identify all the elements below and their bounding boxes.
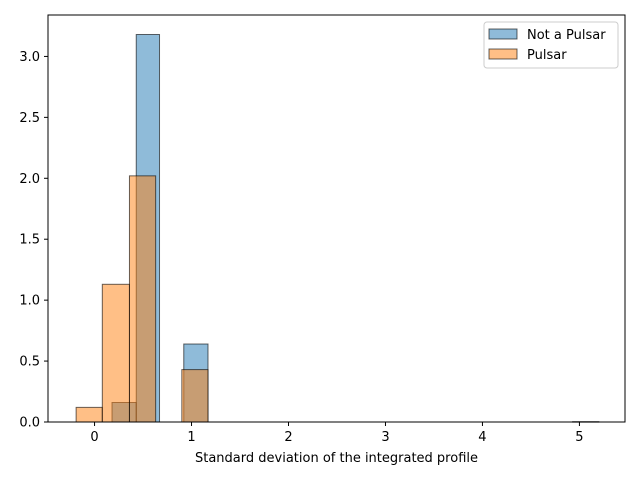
bar-pulsar-1 [101,283,130,423]
x-tick-label: 2 [284,430,292,445]
y-tick-label: 2.5 [19,111,40,126]
bars-layer [75,33,600,423]
y-axis-ticks: 0.0 0.5 1.0 1.5 2.0 2.5 3.0 [19,50,48,431]
y-tick-label: 2.0 [19,172,40,187]
y-tick-label: 3.0 [19,50,40,65]
bar-pulsar-3 [181,369,209,423]
x-tick-label: 5 [575,430,583,445]
x-tick-label: 1 [187,430,195,445]
bar-pulsar-2 [128,175,157,423]
axes-frame [47,14,626,423]
x-tick-label: 3 [381,430,389,445]
legend-label-pulsar: Pulsar [527,48,567,63]
legend-swatch-pulsar [488,48,518,60]
y-tick-label: 1.5 [19,233,40,248]
y-tick-label: 0.0 [19,416,40,431]
legend-label-not-pulsar: Not a Pulsar [527,28,606,43]
x-axis-ticks: 0 1 2 3 4 5 [90,422,584,445]
x-axis-label: Standard deviation of the integrated pro… [195,451,478,466]
bar-pulsar-0 [75,406,103,423]
x-tick-label: 4 [478,430,486,445]
legend: Not a Pulsar Pulsar [483,21,619,69]
x-tick-label: 0 [90,430,98,445]
y-tick-label: 1.0 [19,294,40,309]
legend-swatch-not-pulsar [488,28,518,40]
y-tick-label: 0.5 [19,355,40,370]
